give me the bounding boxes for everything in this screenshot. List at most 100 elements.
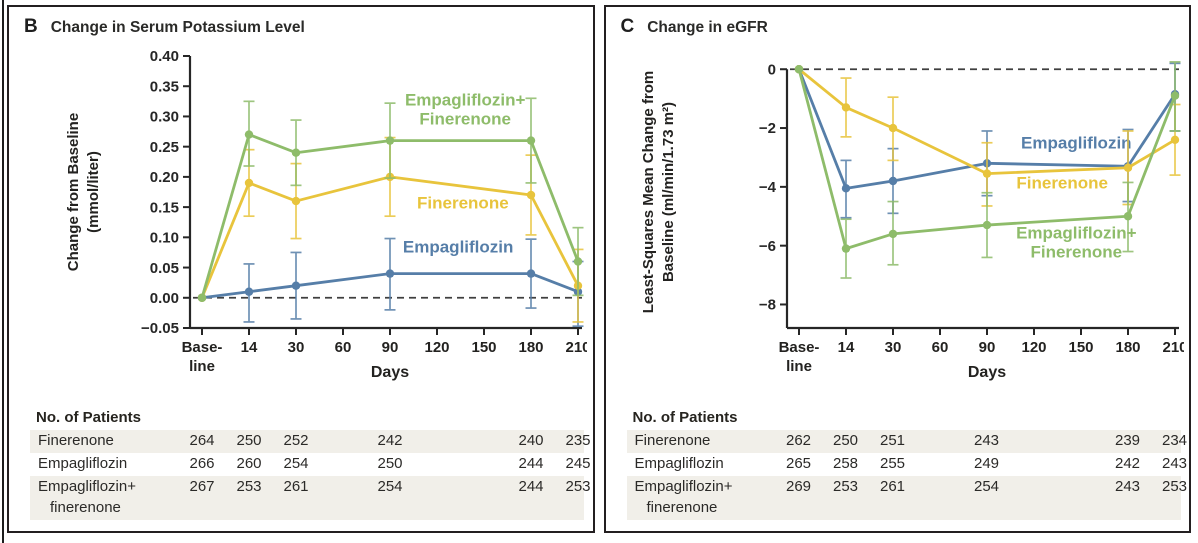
patients-count: 244 bbox=[518, 478, 544, 495]
patients-count: 260 bbox=[236, 455, 262, 472]
series-label: Finerenone bbox=[1016, 173, 1108, 192]
x-tick-label: 60 bbox=[931, 339, 948, 356]
data-point bbox=[841, 103, 850, 112]
series-line bbox=[797, 67, 1176, 251]
patients-count: 243 bbox=[1161, 455, 1188, 472]
series-finerenone: Finerenone bbox=[794, 65, 1180, 207]
patients-table-header: No. of Patients bbox=[632, 409, 738, 426]
patients-row-label: Finerenone bbox=[38, 432, 114, 449]
data-point bbox=[291, 281, 301, 290]
x-tick-label: 150 bbox=[471, 339, 496, 356]
patients-count: 253 bbox=[236, 478, 262, 495]
series-line bbox=[200, 175, 580, 300]
y-tick-label: 0.25 bbox=[150, 139, 179, 156]
series-line bbox=[797, 67, 1176, 176]
y-tick-label: −6 bbox=[758, 238, 775, 255]
patients-count: 243 bbox=[1114, 478, 1141, 495]
patients-count: 249 bbox=[973, 455, 1000, 472]
patients-row-label: Finerenone bbox=[634, 432, 711, 449]
data-point bbox=[526, 190, 536, 200]
panel-c-letter: C bbox=[620, 16, 635, 37]
patients-row-label: Empagliflozin+ finerenone bbox=[634, 478, 733, 516]
series-label: Empagliflozin+ Finerenone bbox=[1016, 223, 1137, 261]
patients-count: 240 bbox=[518, 432, 544, 449]
panel-c-header: C Change in eGFR bbox=[606, 7, 1190, 38]
data-point bbox=[526, 269, 536, 278]
y-tick-label: 0.05 bbox=[150, 260, 179, 277]
patients-count: 258 bbox=[832, 455, 859, 472]
series-empagliflozin-finerenone: Empagliflozin+ Finerenone bbox=[794, 61, 1180, 279]
patients-count: 245 bbox=[565, 455, 591, 472]
panel-c-title: Change in eGFR bbox=[647, 19, 768, 36]
patients-count: 261 bbox=[283, 478, 309, 495]
data-point bbox=[841, 244, 850, 253]
patients-count: 239 bbox=[1114, 432, 1141, 449]
patients-count: 254 bbox=[377, 478, 403, 495]
series-label: Empagliflozin bbox=[1021, 134, 1132, 153]
panel-c-patients-table: No. of Patients Finerenone 262 250 251 243 23… bbox=[609, 409, 1187, 520]
patients-count: 267 bbox=[189, 478, 215, 495]
patients-row-finerenone: Finerenone 262 250 251 243 239 234 bbox=[626, 430, 1187, 453]
patients-row-empagliflozin-finerenone: Empagliflozin+ finerenone 269 253 261 254 243 2… bbox=[626, 476, 1187, 520]
x-tick-label: 14 bbox=[241, 339, 258, 356]
patients-count: 242 bbox=[1114, 455, 1141, 472]
patients-table-header: No. of Patients bbox=[36, 409, 142, 426]
patients-row-label-line2: finerenone bbox=[50, 499, 121, 516]
panel-b-letter: B bbox=[24, 16, 38, 37]
data-point bbox=[982, 220, 991, 230]
patients-table-rows: Finerenone 262 250 251 243 239 234 Empagliflozi… bbox=[609, 430, 1187, 520]
patients-count: 250 bbox=[832, 432, 859, 449]
data-point bbox=[526, 136, 536, 145]
patients-count: 253 bbox=[832, 478, 859, 495]
serum-potassium-chart: 0.40 0.35 0.30 0.25 0.20 0.15 0.10 0.05 0.00 −0.0… bbox=[65, 48, 587, 381]
series-line bbox=[200, 272, 580, 300]
patients-count: 234 bbox=[1161, 432, 1188, 449]
data-point bbox=[1123, 163, 1132, 172]
patients-count: 254 bbox=[283, 455, 309, 472]
series-label: Empagliflozin+ Finerenone bbox=[405, 91, 526, 129]
series-line bbox=[797, 67, 1176, 190]
data-point bbox=[888, 123, 897, 133]
y-tick-label: −2 bbox=[758, 120, 775, 137]
patients-count: 242 bbox=[377, 432, 403, 449]
y-tick-label: −4 bbox=[758, 179, 776, 196]
patients-count: 235 bbox=[565, 432, 591, 449]
data-point bbox=[385, 269, 395, 278]
patients-count: 262 bbox=[785, 432, 812, 449]
x-axis-label: Days bbox=[967, 364, 1005, 381]
patients-table-rows: Finerenone 264 250 252 242 240 235 Empagliflozi… bbox=[12, 430, 591, 520]
patients-count: 253 bbox=[1161, 478, 1188, 495]
panel-c-egfr: C Change in eGFR 0 −2 −4 −6 −8 Least-Squares … bbox=[603, 5, 1191, 533]
data-point bbox=[244, 130, 254, 139]
x-tick-label: 90 bbox=[978, 339, 995, 356]
y-tick-label: 0.40 bbox=[150, 48, 179, 65]
x-tick-label: 210 bbox=[1162, 339, 1184, 356]
patients-count: 253 bbox=[565, 478, 591, 495]
x-tick-label: 30 bbox=[288, 339, 305, 356]
patients-row-empagliflozin: Empagliflozin 266 260 254 250 244 245 bbox=[30, 453, 591, 476]
data-point bbox=[888, 229, 897, 239]
panel-b-serum-potassium: B Change in Serum Potassium Level 0.40 0.… bbox=[7, 5, 595, 533]
series-label: Finerenone bbox=[417, 193, 509, 212]
x-tick-label: 150 bbox=[1068, 339, 1093, 356]
y-tick-label: 0.30 bbox=[150, 109, 179, 126]
data-point bbox=[197, 293, 207, 302]
x-tick-label: 60 bbox=[335, 339, 352, 356]
patients-count: 251 bbox=[879, 432, 906, 449]
data-point bbox=[244, 287, 254, 296]
x-tick-label: 90 bbox=[382, 339, 399, 356]
data-point bbox=[1170, 135, 1179, 145]
x-tick-label: Base-line bbox=[182, 339, 223, 375]
panel-b-title: Change in Serum Potassium Level bbox=[50, 19, 305, 36]
y-tick-label: 0.35 bbox=[150, 78, 179, 95]
data-point bbox=[291, 196, 301, 206]
patients-count: 261 bbox=[879, 478, 906, 495]
x-tick-label: 180 bbox=[518, 339, 543, 356]
patients-count: 252 bbox=[283, 432, 309, 449]
y-axis-label: Change from Baseline (mmol/liter) bbox=[65, 113, 102, 271]
patients-count: 266 bbox=[189, 455, 215, 472]
data-point bbox=[1123, 212, 1132, 221]
panel-b-patients-table: No. of Patients Finerenone 264 250 252 242 24… bbox=[12, 409, 591, 520]
patients-row-empagliflozin-finerenone: Empagliflozin+ finerenone 267 253 261 254 244 2… bbox=[30, 476, 591, 520]
patients-row-finerenone: Finerenone 264 250 252 242 240 235 bbox=[30, 430, 591, 453]
